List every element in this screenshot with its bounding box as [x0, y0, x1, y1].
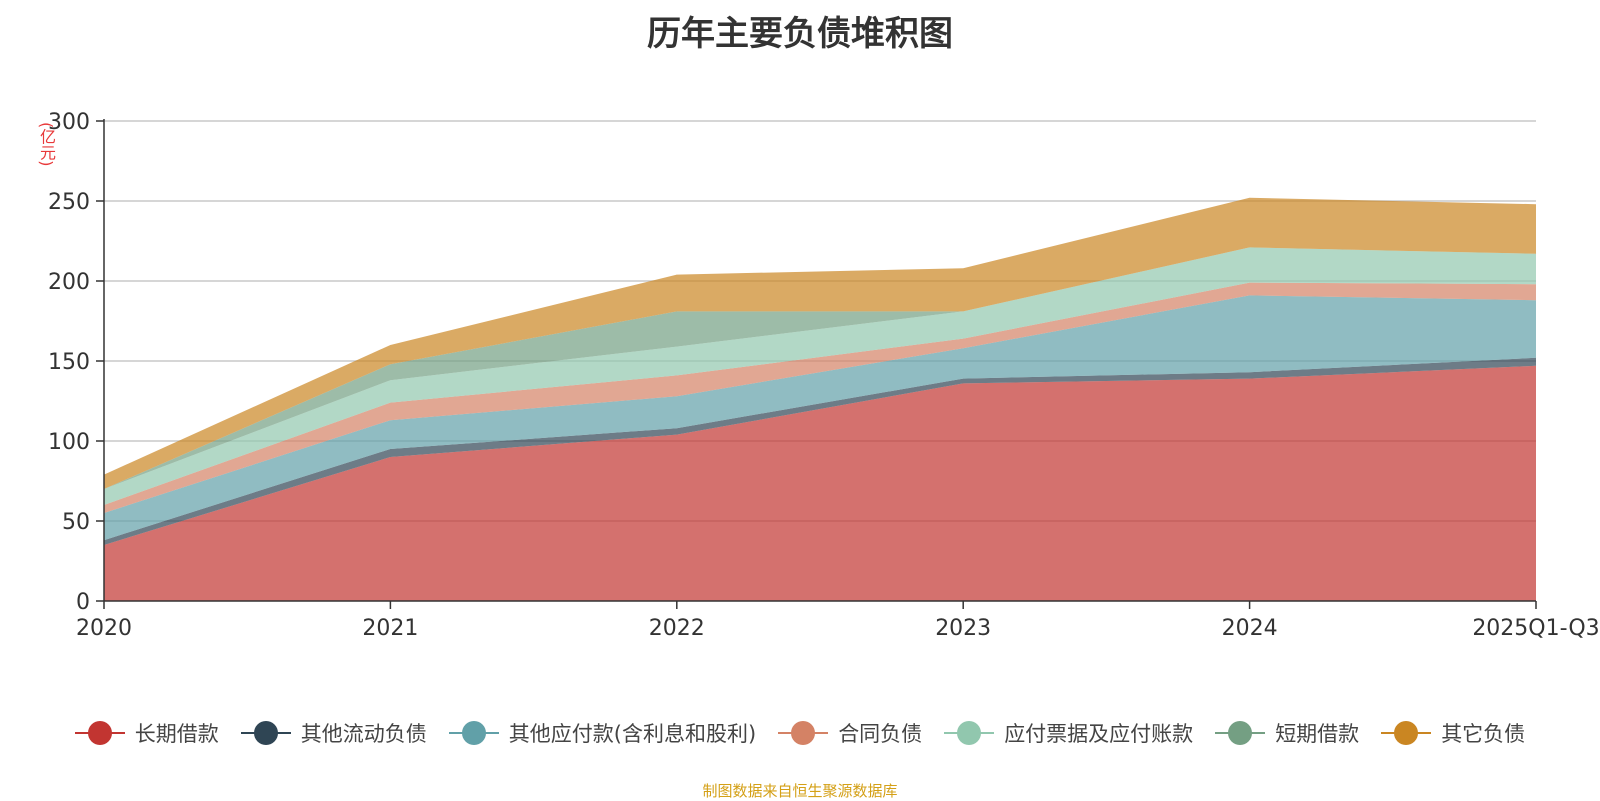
legend-label: 应付票据及应付账款 [1004, 718, 1193, 748]
legend-item-3[interactable]: 合同负债 [778, 718, 922, 748]
legend-item-6[interactable]: 其它负债 [1381, 718, 1525, 748]
legend-item-0[interactable]: 长期借款 [75, 718, 219, 748]
x-tick-label-0: 2020 [76, 616, 132, 641]
x-tick-label-1: 2021 [362, 616, 418, 641]
legend-label: 合同负债 [838, 718, 922, 748]
legend-swatch-icon [1381, 721, 1431, 745]
y-tick-label-3: 150 [48, 350, 90, 375]
y-tick-label-5: 250 [48, 190, 90, 215]
legend-label: 其他流动负债 [301, 718, 427, 748]
x-tick-label-3: 2023 [935, 616, 991, 641]
legend-swatch-icon [944, 721, 994, 745]
y-tick-label-0: 0 [76, 590, 90, 615]
legend-label: 长期借款 [135, 718, 219, 748]
legend-item-1[interactable]: 其他流动负债 [241, 718, 427, 748]
legend-item-5[interactable]: 短期借款 [1215, 718, 1359, 748]
x-tick-label-2: 2022 [649, 616, 705, 641]
legend-label: 短期借款 [1275, 718, 1359, 748]
x-tick-label-4: 2024 [1222, 616, 1278, 641]
y-tick-label-2: 100 [48, 430, 90, 455]
legend-swatch-icon [1215, 721, 1265, 745]
y-tick-label-4: 200 [48, 270, 90, 295]
legend-label: 其它负债 [1441, 718, 1525, 748]
legend-swatch-icon [241, 721, 291, 745]
source-footer: 制图数据来自恒生聚源数据库 [0, 780, 1600, 801]
y-tick-label-1: 50 [62, 510, 90, 535]
chart-legend: 长期借款 其他流动负债 其他应付款(含利息和股利) 合同负债 应付票据及应付账款 短期借款… [0, 718, 1600, 748]
x-tick-label-5: 2025Q1-Q3 [1472, 616, 1599, 641]
legend-swatch-icon [75, 721, 125, 745]
legend-swatch-icon [778, 721, 828, 745]
legend-item-2[interactable]: 其他应付款(含利息和股利) [449, 718, 756, 748]
legend-item-4[interactable]: 应付票据及应付账款 [944, 718, 1193, 748]
legend-label: 其他应付款(含利息和股利) [509, 718, 756, 748]
legend-swatch-icon [449, 721, 499, 745]
y-axis-unit: (亿元) [34, 122, 58, 166]
